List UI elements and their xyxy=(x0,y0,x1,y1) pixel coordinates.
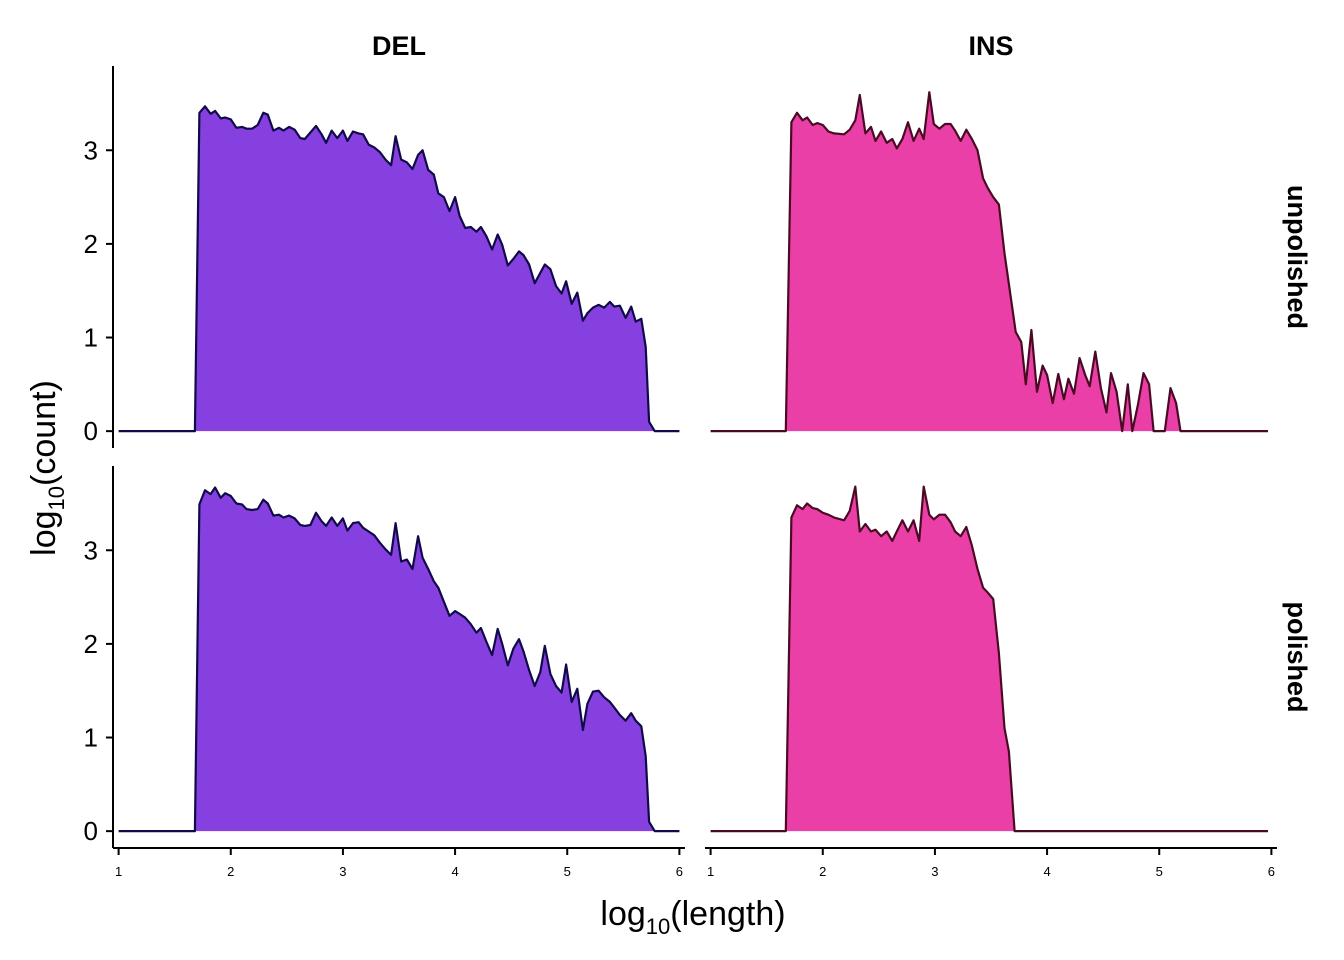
area-outline-ins-polished xyxy=(710,485,1268,833)
x-axis-title-argument: (length) xyxy=(670,895,785,933)
axes-layer xyxy=(106,66,1277,855)
x-tick-label: 3 xyxy=(931,864,938,879)
y-axis-title-argument: (count) xyxy=(25,380,63,486)
y-tick-label: 2 xyxy=(84,229,98,259)
area-fill-del-polished xyxy=(118,487,680,832)
panel-ins-polished xyxy=(710,485,1268,833)
x-tick-label: 2 xyxy=(227,864,234,879)
x-tick-label: 4 xyxy=(1043,864,1050,879)
y-tick-label: 0 xyxy=(84,816,98,846)
x-tick-label: 5 xyxy=(564,864,571,879)
x-axis-title-subscript: 10 xyxy=(646,914,670,939)
x-tick-label: 3 xyxy=(339,864,346,879)
area-fill-ins-unpolished xyxy=(710,92,1268,432)
x-tick-label: 4 xyxy=(451,864,458,879)
area-fill-ins-polished xyxy=(710,486,1268,832)
y-tick-label: 2 xyxy=(84,629,98,659)
labels-layer: 0 1 2 3 0 1 2 3 1 2 3 4 5 6 1 2 3 4 5 6 DEL INS unpolished poli… xyxy=(84,31,1312,879)
facet-row-label-unpolished: unpolished xyxy=(1282,185,1312,329)
x-tick-label: 6 xyxy=(1268,864,1275,879)
area-outline-del-unpolished xyxy=(118,105,680,433)
x-axis-title: log10(length) xyxy=(600,895,785,939)
x-tick-label: 2 xyxy=(819,864,826,879)
panel-del-polished xyxy=(118,486,680,833)
facet-row-label-polished: polished xyxy=(1282,601,1312,712)
y-tick-label: 1 xyxy=(84,723,98,753)
x-tick-label: 1 xyxy=(707,864,714,879)
area-outline-ins-unpolished xyxy=(710,91,1268,433)
y-tick-label: 3 xyxy=(84,135,98,165)
y-tick-label: 1 xyxy=(84,323,98,353)
x-tick-label: 5 xyxy=(1156,864,1163,879)
y-axis-title-base: log xyxy=(25,510,63,555)
x-tick-label: 6 xyxy=(676,864,683,879)
y-axis-title: log10(count) xyxy=(25,380,69,556)
area-outline-del-polished xyxy=(118,486,680,833)
panel-ins-unpolished xyxy=(710,91,1268,433)
y-tick-label: 0 xyxy=(84,416,98,446)
facet-column-label-del: DEL xyxy=(372,31,426,61)
panel-del-unpolished xyxy=(118,105,680,433)
facet-column-label-ins: INS xyxy=(968,31,1013,61)
y-axis-title-subscript: 10 xyxy=(44,486,69,510)
y-tick-label: 3 xyxy=(84,535,98,565)
panels-layer xyxy=(118,91,1268,833)
x-axis-title-base: log xyxy=(600,895,645,933)
area-fill-del-unpolished xyxy=(118,106,680,432)
x-tick-label: 1 xyxy=(115,864,122,879)
